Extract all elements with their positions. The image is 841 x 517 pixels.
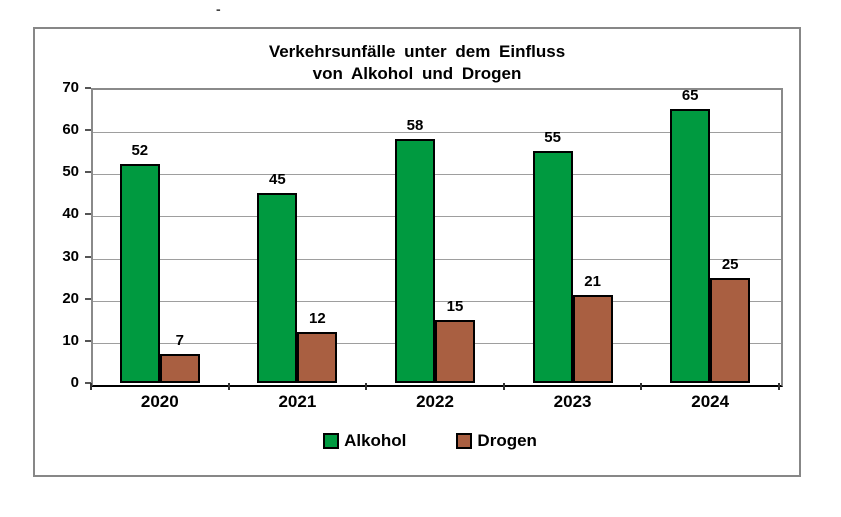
bar-alkohol-2023: [532, 151, 573, 383]
gridline-50: [93, 174, 781, 176]
y-tick-0: [85, 382, 91, 384]
legend-item-alkohol: Alkohol: [323, 431, 406, 451]
chart-title-line-1: Verkehrsunfälle unter dem Einfluss: [268, 42, 566, 61]
bar-alkohol-2020: [119, 163, 160, 383]
y-axis-label-50: 50: [62, 163, 79, 181]
x-axis-label-2022: 2022: [416, 392, 454, 411]
bar-drogen-2023: [572, 294, 613, 383]
bar-value-alkohol-2023: 55: [544, 129, 561, 147]
stray-dash: -: [216, 1, 221, 17]
gridline-40: [93, 216, 781, 218]
x-tick-1: [227, 383, 230, 390]
bar-alkohol-2024: [670, 109, 711, 383]
bar-value-drogen-2024: 25: [721, 255, 739, 273]
y-tick-30: [85, 255, 91, 258]
y-axis-label-60: 60: [62, 121, 79, 139]
bar-value-drogen-2022: 15: [446, 297, 464, 315]
bar-drogen-2022: [435, 319, 475, 383]
chart-title-line-2: von Alkohol und Drogen: [312, 64, 522, 83]
gridline-30: [93, 258, 781, 260]
bar-value-alkohol-2022: 58: [406, 116, 424, 134]
gridline-60: [93, 132, 781, 134]
bar-value-drogen-2021: 12: [309, 310, 326, 328]
x-axis-label-2021: 2021: [278, 392, 317, 411]
y-tick-70: [85, 87, 91, 89]
x-axis-label-2020: 2020: [140, 392, 179, 411]
bar-value-drogen-2023: 21: [584, 272, 601, 290]
legend: Alkohol Drogen: [35, 431, 799, 451]
y-axis-label-40: 40: [62, 205, 79, 223]
bar-value-drogen-2020: 7: [175, 331, 184, 349]
y-axis-label-0: 0: [70, 374, 79, 391]
y-tick-10: [85, 339, 91, 342]
bar-alkohol-2021: [257, 193, 298, 383]
bar-drogen-2024: [710, 277, 751, 383]
y-tick-40: [85, 213, 91, 216]
y-tick-20: [85, 297, 91, 300]
legend-swatch-drogen: [456, 433, 473, 449]
legend-label-drogen: Drogen: [477, 431, 537, 450]
bar-value-alkohol-2020: 52: [131, 141, 149, 159]
bar-drogen-2021: [297, 332, 338, 383]
y-axis-label-20: 20: [62, 289, 79, 307]
bar-value-alkohol-2024: 65: [681, 87, 699, 105]
gridline-20: [93, 300, 781, 302]
y-axis-label-30: 30: [62, 247, 79, 265]
x-tick-2: [365, 383, 368, 390]
bar-value-alkohol-2021: 45: [269, 171, 286, 189]
x-axis-label-2023: 2023: [553, 392, 592, 411]
x-tick-3: [502, 383, 505, 390]
y-axis-label-70: 70: [62, 79, 79, 96]
y-tick-60: [85, 129, 91, 132]
chart-title: Verkehrsunfälle unter dem Einfluss von A…: [35, 41, 799, 85]
x-tick-5: [778, 383, 780, 390]
x-axis-label-2024: 2024: [691, 392, 730, 411]
bar-drogen-2020: [159, 353, 200, 383]
legend-item-drogen: Drogen: [456, 431, 537, 451]
legend-label-alkohol: Alkohol: [344, 431, 407, 450]
x-tick-4: [640, 383, 643, 390]
legend-swatch-alkohol: [323, 433, 340, 449]
chart-frame: Verkehrsunfälle unter dem Einfluss von A…: [33, 27, 801, 477]
y-tick-50: [85, 171, 91, 174]
bar-alkohol-2022: [395, 138, 435, 383]
x-tick-0: [90, 383, 92, 390]
y-axis-label-10: 10: [62, 331, 79, 349]
